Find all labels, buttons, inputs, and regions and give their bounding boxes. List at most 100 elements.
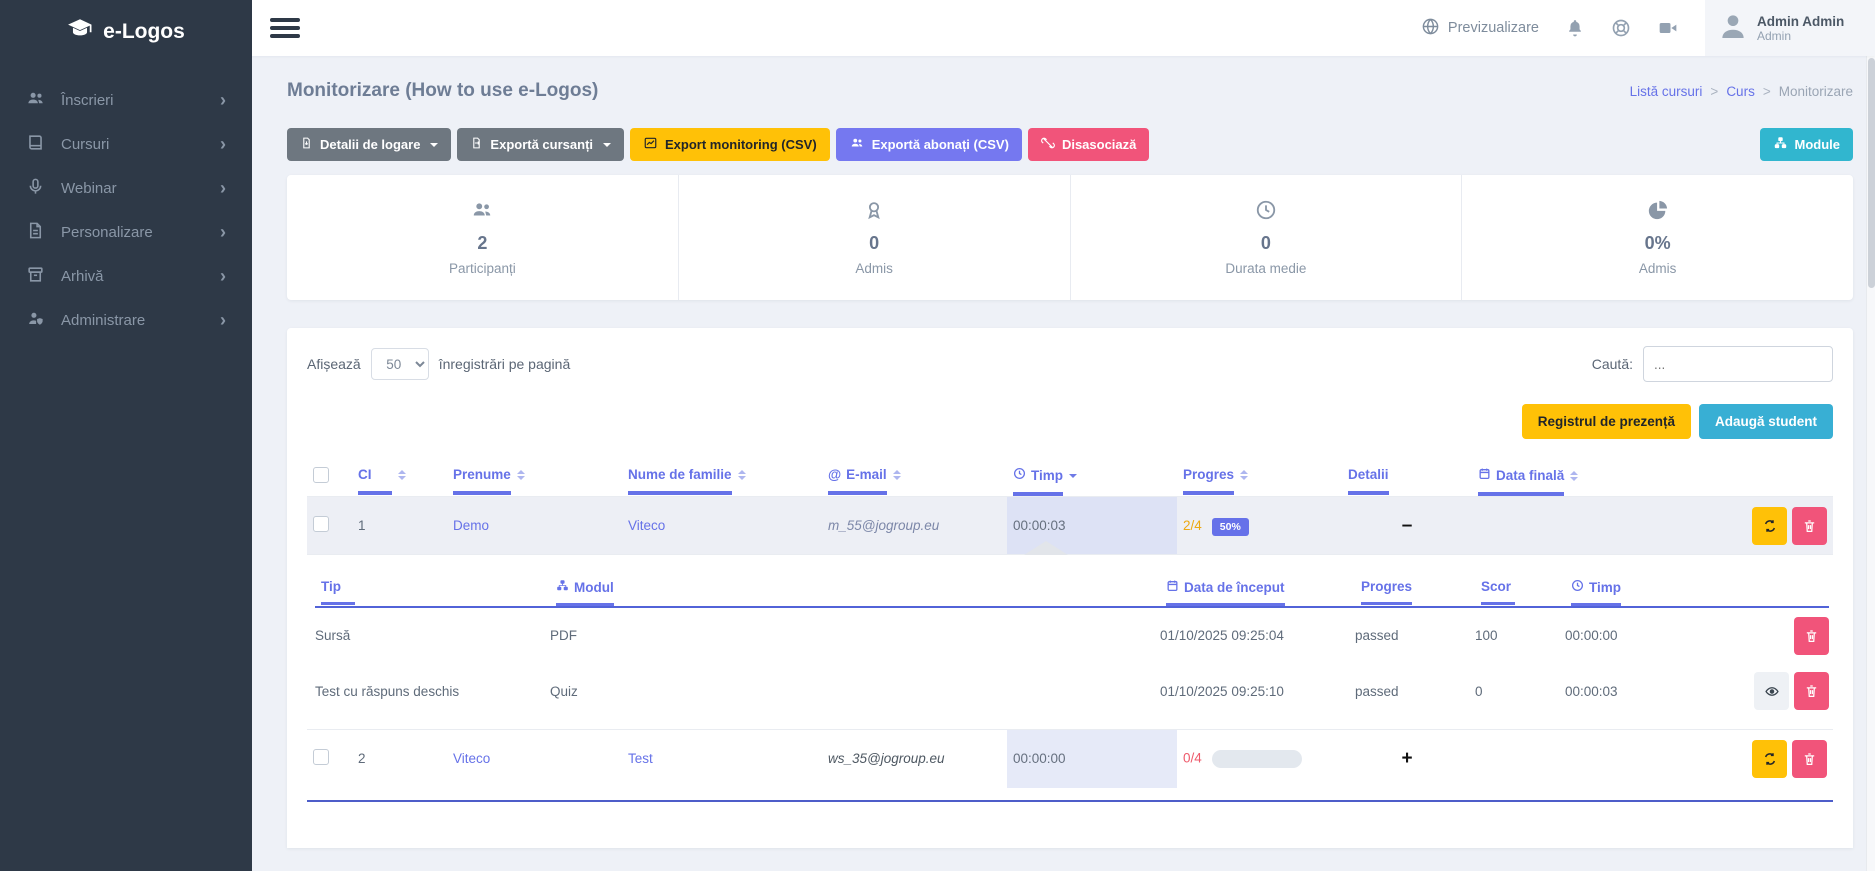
monitoring-table-panel: Afișează 50 înregistrări pe pagină Caută… [287,328,1853,848]
attendance-register-button[interactable]: Registrul de prezență [1521,404,1691,439]
cell-first-name-link[interactable]: Viteco [453,751,491,767]
calendar-icon [1166,579,1179,595]
add-student-button[interactable]: Adaugă student [1698,404,1833,439]
subcell-progress: passed [1355,607,1475,663]
preview-link[interactable]: Previzualizare [1421,17,1539,40]
login-details-button[interactable]: Detalii de logare [287,128,452,161]
sort-icon [892,470,901,481]
row-checkbox[interactable] [313,516,329,532]
chevron-right-icon: › [220,90,226,110]
subcell-score: 100 [1475,607,1565,663]
user-menu[interactable]: Admin Admin Admin [1705,0,1875,56]
caret-down-icon [603,142,612,147]
col-header-time[interactable]: Timp [1007,459,1177,497]
sort-icon-desc [1069,474,1078,479]
expanded-detail-row: Tip Modul Data de început Progres Scor T… [307,541,1833,730]
page-scrollbar[interactable] [1866,0,1875,871]
progress-badge: 50% [1211,518,1249,536]
subcell-score: 0 [1475,663,1565,719]
cell-last-name-link[interactable]: Viteco [628,518,666,533]
sidebar-item-label: Cursuri [61,135,110,153]
book-icon [26,133,45,156]
bell-icon[interactable] [1565,18,1585,38]
main-area: Previzualizare Admin Admin Admin Monitor… [252,0,1875,871]
toolbar: Detalii de logare Exportă cursanți Expor… [287,128,1853,161]
delete-module-result-button[interactable] [1794,616,1829,655]
col-header-first-name[interactable]: Prenume [447,459,622,497]
col-header-email[interactable]: @ E-mail [822,459,1007,497]
cell-ci: 1 [352,496,447,555]
sort-icon [516,470,525,481]
subcell-start-date: 01/10/2025 09:25:10 [1160,663,1355,719]
empty-progress-badge [1211,749,1302,768]
archive-icon [26,265,45,288]
sort-icon [1570,471,1579,482]
delete-row-button[interactable] [1792,739,1827,778]
table-bottom-border [307,799,1833,802]
unlink-icon [1041,136,1055,153]
sort-icon [1240,470,1249,481]
sidebar-item-label: Personalizare [61,223,153,241]
col-header-final-date[interactable]: Data finală [1472,459,1702,497]
refresh-row-button[interactable] [1752,506,1787,545]
row-checkbox[interactable] [313,749,329,766]
stat-value: 2 [477,233,488,253]
delete-row-button[interactable] [1792,506,1827,545]
microphone-icon [26,177,45,200]
sidebar-item-inscrieri[interactable]: Înscrieri › [0,78,252,122]
users-icon [849,136,865,153]
page-content: Monitorizare (How to use e-Logos) Listă … [252,56,1875,871]
col-header-last-name[interactable]: Nume de familie [622,459,822,497]
sidebar-item-webinar[interactable]: Webinar › [0,166,252,210]
breadcrumb-course-list[interactable]: Listă cursuri [1629,83,1703,99]
video-camera-icon[interactable] [1657,18,1679,38]
modules-button[interactable]: Module [1759,128,1853,161]
select-all-checkbox[interactable] [313,467,329,483]
sidebar: e-Logos Înscrieri › Cursuri › Webinar › … [0,0,252,871]
app-logo[interactable]: e-Logos [0,0,252,64]
page-size-select[interactable]: 50 [370,348,429,380]
sitemap-icon [556,579,569,595]
search-input[interactable] [1643,346,1833,382]
view-answer-button[interactable] [1754,672,1789,710]
sidebar-item-administrare[interactable]: Administrare › [0,298,252,342]
scrollbar-thumb[interactable] [1868,58,1875,288]
stat-passed: 0 Admis [679,175,1071,300]
sidebar-item-arhiva[interactable]: Arhivă › [0,254,252,298]
user-name: Admin Admin [1757,13,1845,29]
subcell-module: Quiz [550,663,1160,719]
sidebar-item-personalizare[interactable]: Personalizare › [0,210,252,254]
sidebar-item-label: Webinar [61,179,117,197]
search-label: Caută: [1591,356,1633,372]
export-students-button[interactable]: Exportă cursanți [457,128,625,161]
sidebar-item-cursuri[interactable]: Cursuri › [0,122,252,166]
breadcrumb-course[interactable]: Curs [1726,83,1755,99]
delete-module-result-button[interactable] [1794,672,1829,710]
chevron-right-icon: › [220,266,226,286]
export-subscribers-button[interactable]: Exportă abonați (CSV) [835,128,1022,161]
subcell-time: 00:00:03 [1565,663,1715,719]
cell-ci: 2 [352,729,447,788]
sitemap-icon [1773,136,1788,153]
expand-row-button[interactable]: + [1401,747,1413,769]
hamburger-menu-button[interactable] [270,14,300,42]
cell-progress: 2/4 50% [1177,496,1342,555]
export-monitoring-button[interactable]: Export monitoring (CSV) [630,128,830,161]
page-size-label: Afișează [307,356,361,372]
col-header-ci[interactable]: CI [352,459,447,497]
help-lifering-icon[interactable] [1611,18,1631,38]
pie-chart-icon [1647,199,1669,226]
disassociate-button[interactable]: Disasociază [1027,128,1150,161]
cell-first-name-link[interactable]: Demo [453,518,490,533]
subcol-header-module: Modul [550,573,1160,607]
globe-icon [1421,17,1440,40]
subtable-row: Test cu răspuns deschis Quiz 01/10/2025 … [315,663,1829,719]
breadcrumb-current: Monitorizare [1778,83,1853,99]
collapse-row-button[interactable]: – [1401,514,1413,536]
col-header-progress[interactable]: Progres [1177,459,1342,497]
cell-last-name-link[interactable]: Test [628,751,653,767]
cell-email: ws_35@jogroup.eu [828,751,945,767]
refresh-row-button[interactable] [1752,739,1787,778]
stat-label: Participanți [448,261,516,276]
stat-value: 0% [1644,233,1671,253]
